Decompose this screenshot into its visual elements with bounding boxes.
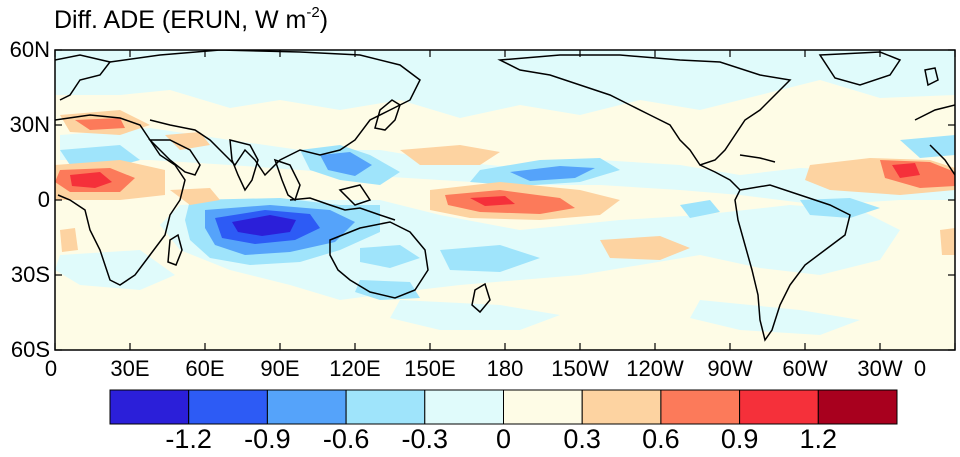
colorbar-swatch (660, 389, 741, 425)
colorbar-swatch (266, 389, 347, 425)
lat-label: 0 (37, 187, 50, 212)
colorbar-label: -0.9 (244, 424, 291, 454)
map-title: Diff. ADE (ERUN, W m-2) (54, 4, 328, 35)
colorbar-label: -0.3 (401, 424, 449, 454)
positive-strong-regions (70, 163, 920, 206)
colorbar-swatch (503, 389, 583, 425)
colorbar-label: 0.3 (563, 424, 601, 454)
title-close: ) (319, 6, 329, 34)
colorbar-label: -1.2 (165, 424, 212, 454)
contour-field (55, 50, 955, 350)
colorbar-swatch (817, 389, 898, 425)
colorbar-swatch (739, 389, 819, 425)
lon-label: 150E (404, 356, 456, 381)
lon-label: 30E (110, 356, 150, 381)
colorbar (109, 389, 898, 425)
lon-label: 60W (782, 356, 828, 381)
colorbar-label: 0 (495, 424, 512, 454)
lon-label: 0 (913, 356, 927, 381)
colorbar-swatch (581, 389, 662, 425)
lon-label: 90E (260, 356, 300, 381)
lon-label: 180 (486, 356, 524, 381)
lon-label: 120E (329, 356, 381, 381)
lon-label: 150W (551, 356, 609, 381)
title-text: Diff. ADE (ERUN, W m (54, 6, 307, 34)
colorbar-swatch (188, 389, 268, 425)
axis-ticks (54, 49, 956, 351)
colorbar-label: 0.9 (720, 424, 759, 454)
lat-label: 60N (9, 37, 50, 62)
coastlines (55, 50, 955, 342)
lon-label: 90W (707, 356, 753, 381)
colorbar-swatch (109, 389, 190, 425)
colorbar-swatch (345, 389, 426, 425)
colorbar-label: -0.6 (322, 424, 370, 454)
lon-label: 0 (44, 356, 58, 381)
colorbar-label: 0.6 (642, 424, 680, 454)
negative-extreme-regions (232, 215, 296, 236)
lon-label: 30W (857, 356, 903, 381)
lat-label: 60S (10, 337, 50, 362)
colorbar-label: 1.2 (799, 424, 838, 454)
lon-label: 120W (626, 356, 684, 381)
title-superscript: -2 (306, 4, 320, 21)
lat-label: 30S (10, 262, 50, 287)
colorbar-swatch (424, 389, 504, 425)
lon-label: 60E (185, 356, 225, 381)
lat-label: 30N (9, 112, 50, 137)
